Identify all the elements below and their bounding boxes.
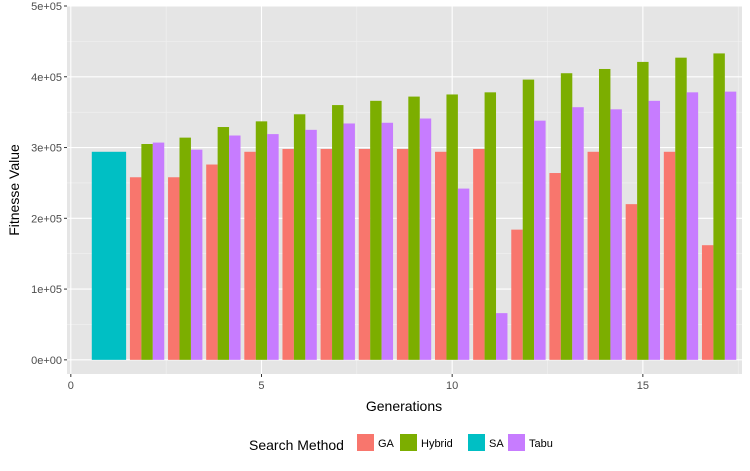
legend-title: Search Method [249,437,344,453]
y-tick-label: 1e+05 [31,284,62,296]
bar-hybrid-gen-5 [255,121,268,360]
bar-hybrid-gen-9 [408,96,420,360]
y-tick-label: 0e+00 [31,355,62,367]
bar-tabu-gen-12 [534,120,546,360]
x-tick-label: 0 [68,380,74,392]
bar-hybrid-gen-17 [713,53,725,360]
bar-hybrid-gen-11 [484,92,497,360]
x-tick-label: 15 [637,380,649,392]
bar-tabu-gen-14 [610,109,622,360]
axes: 0e+00 1e+05 2e+05 3e+05 4e+05 5e+05 0 5 10 15 [31,1,649,392]
bar-tabu-gen-8 [381,122,394,360]
x-axis-title: Generations [366,398,442,414]
bar-sa-gen-1 [91,151,127,360]
bar-tabu-gen-3 [190,149,203,360]
bar-hybrid-gen-6 [293,114,306,360]
x-tick-label: 10 [446,380,458,392]
bar-hybrid-gen-12 [522,79,535,360]
bars [91,53,737,360]
bar-tabu-gen-6 [305,129,317,360]
bar-hybrid-gen-16 [675,57,687,360]
legend-label-sa: SA [489,438,504,450]
bar-ga-gen-16 [663,151,676,360]
bar-tabu-gen-4 [229,135,241,360]
bar-ga-gen-15 [625,204,638,360]
y-axis-title: Fitnesse Value [6,144,22,236]
legend-key-tabu [508,434,525,451]
bar-ga-gen-13 [549,173,561,360]
legend-key-ga [357,434,374,451]
bar-hybrid-gen-8 [370,100,382,360]
bar-ga-gen-3 [168,177,180,360]
bar-ga-gen-9 [396,148,409,360]
bar-hybrid-gen-4 [217,127,230,360]
bar-hybrid-gen-14 [598,68,611,360]
bar-tabu-gen-7 [343,123,355,360]
bar-hybrid-gen-13 [560,73,573,360]
y-tick-label: 5e+05 [31,1,62,13]
bar-ga-gen-7 [320,148,333,360]
bar-tabu-gen-9 [419,118,432,360]
bar-tabu-gen-15 [648,100,661,360]
legend-key-hybrid [400,434,417,451]
y-tick-label: 3e+05 [31,143,62,155]
bar-ga-gen-4 [206,164,218,360]
legend-label-tabu: Tabu [529,438,553,450]
bar-tabu-gen-13 [572,107,584,360]
bar-hybrid-gen-15 [637,61,649,360]
bar-ga-gen-2 [129,177,142,360]
bar-ga-gen-14 [587,151,599,360]
legend: Search Method GA Hybrid SA Tabu [249,434,553,453]
bar-ga-gen-6 [282,148,294,360]
bar-ga-gen-17 [701,245,714,360]
legend-key-sa [468,434,485,451]
bar-hybrid-gen-7 [332,105,344,360]
bar-hybrid-gen-10 [446,94,458,360]
bar-ga-gen-10 [435,151,447,360]
legend-items: GA Hybrid SA Tabu [357,434,553,451]
bar-ga-gen-12 [511,229,523,360]
bar-tabu-gen-16 [686,92,699,360]
legend-label-ga: GA [378,438,395,450]
y-tick-label: 2e+05 [31,213,62,225]
y-tick-label: 4e+05 [31,72,62,84]
bar-ga-gen-11 [473,148,485,360]
bar-ga-gen-5 [244,151,256,360]
x-tick-label: 5 [258,380,264,392]
bar-tabu-gen-5 [267,134,279,360]
bar-tabu-gen-10 [457,188,470,360]
bar-tabu-gen-17 [724,91,737,360]
bar-hybrid-gen-3 [179,137,191,360]
legend-label-hybrid: Hybrid [421,438,453,450]
bar-tabu-gen-2 [152,142,165,360]
bar-hybrid-gen-2 [141,144,153,360]
bar-ga-gen-8 [358,148,371,360]
bar-tabu-gen-11 [496,313,508,360]
